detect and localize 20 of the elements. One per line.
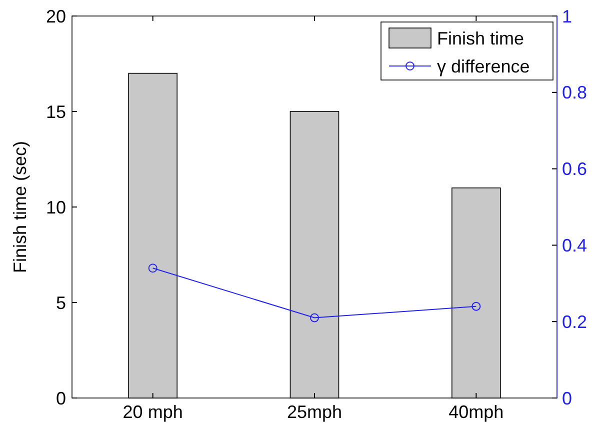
x-tick-label: 25mph [286, 402, 342, 422]
point [148, 264, 158, 273]
y2-tick-label: 1 [562, 6, 572, 26]
y-tick-label: 15 [46, 102, 66, 122]
y2-tick-label: 0.8 [562, 82, 588, 103]
x-tick-label: 40mph [448, 402, 504, 422]
legend-label: Finish time [437, 28, 524, 48]
y2-tick-label: 0.4 [562, 236, 588, 256]
x-tick-label: 20 mph [122, 402, 183, 422]
y-tick-label: 0 [56, 388, 66, 408]
point [472, 302, 481, 311]
y2-tick-label: 0 [562, 388, 572, 408]
y2-tick-label: 0.2 [562, 312, 588, 332]
y-tick-label: 10 [46, 197, 66, 218]
y-tick-label: 5 [56, 292, 66, 313]
point [310, 313, 319, 322]
legend-label: γ difference [437, 56, 530, 76]
y-axis-title: Finish time (sec) [10, 140, 30, 274]
y-tick-label: 20 [46, 6, 66, 26]
y2-tick-label: 0.6 [562, 159, 588, 180]
